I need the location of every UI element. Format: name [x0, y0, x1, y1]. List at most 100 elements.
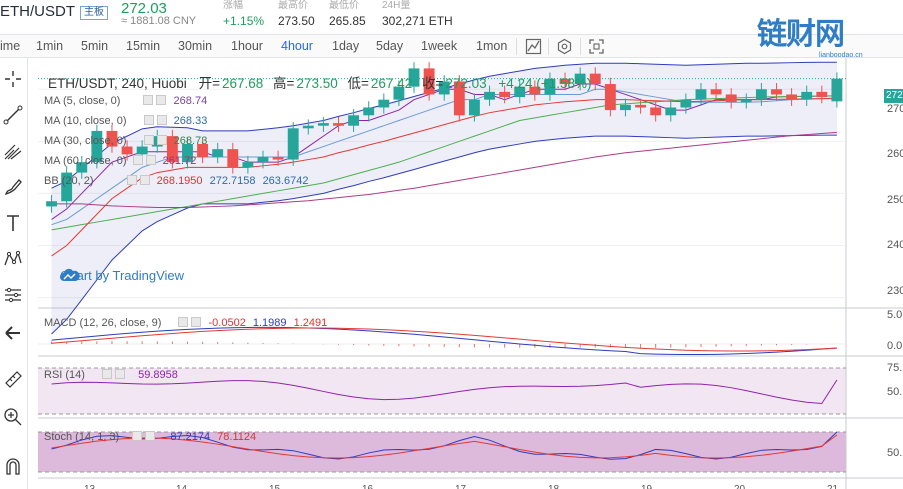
time-axis-label: 20	[734, 484, 745, 489]
legend-toggle-icon[interactable]	[143, 95, 154, 105]
chart-canvas[interactable]	[38, 58, 903, 489]
legend-ma5[interactable]: MA (5, close, 0) 268.74	[44, 95, 208, 107]
change-value: +4.24 (+1.58%)	[498, 76, 592, 91]
bollinger-band-fill	[51, 62, 837, 335]
bollinger-lower-line	[51, 134, 837, 335]
price-header: ETH/USDT 主板 272.03 ≈ 1881.08 CNY 涨幅 +1.1…	[0, 0, 903, 34]
legend-close-icon[interactable]	[145, 431, 156, 441]
timeframe-30min[interactable]: 30min	[178, 39, 213, 53]
timeframe-4hour[interactable]: 4hour	[281, 39, 313, 53]
settings-icon[interactable]	[556, 38, 573, 55]
pattern-icon[interactable]	[2, 248, 24, 270]
legend-toggle-icon[interactable]	[143, 115, 154, 125]
legend-bb[interactable]: BB (20, 2) 268.1950 272.7158 263.6742	[44, 175, 309, 187]
macd-axis-label: 5.0	[887, 309, 903, 321]
candle-body	[423, 68, 435, 95]
legend-close-icon[interactable]	[191, 317, 202, 327]
legend-ma60[interactable]: MA (60, close, 0) 261.72	[44, 155, 197, 167]
text-icon[interactable]	[2, 212, 24, 234]
magnet-icon[interactable]	[2, 454, 24, 476]
candle-body	[378, 99, 390, 108]
low-stat: 最低价 265.85	[329, 0, 366, 28]
board-badge: 主板	[80, 6, 108, 20]
candle-body	[287, 128, 299, 160]
candle-body	[302, 125, 314, 129]
timeframe-1day[interactable]: 1day	[332, 39, 360, 53]
trendline-icon[interactable]	[2, 104, 24, 126]
candle-body	[91, 130, 103, 163]
timeframe-time[interactable]: ime	[0, 39, 21, 53]
candle-body	[121, 146, 133, 155]
legend-toggle-icon[interactable]	[178, 317, 189, 327]
legend-close-icon[interactable]	[115, 369, 126, 379]
rsi-line	[51, 379, 838, 405]
candle-body	[136, 146, 148, 155]
timeframe-15min[interactable]: 15min	[126, 39, 161, 53]
candle-body	[589, 73, 601, 85]
brush-icon[interactable]	[2, 176, 24, 198]
legend-rsi[interactable]: RSI (14) 59.8958	[44, 369, 178, 381]
timeframe-1min[interactable]: 1min	[36, 39, 64, 53]
candle-body	[725, 94, 737, 103]
series-line-4	[51, 98, 837, 257]
price-chart[interactable]: ETH/USDT, 240, Huobi 开= 267.68 高= 273.50 低…	[38, 58, 903, 489]
candle-body	[620, 104, 631, 111]
legend-close-icon[interactable]	[145, 155, 156, 165]
timeframe-1week[interactable]: 1week	[421, 39, 458, 53]
zoom-in-icon[interactable]	[2, 406, 24, 428]
legend-stoch[interactable]: Stoch (14, 1, 3) 87.2174 78.1124	[44, 431, 257, 443]
candle-body	[786, 94, 798, 100]
time-axis-label: 13	[84, 484, 95, 489]
candle-body	[393, 86, 405, 100]
price-axis-label: 240	[887, 239, 903, 251]
legend-ma30[interactable]: MA (30, close, 0) 268.73	[44, 135, 208, 147]
price-axis-label: 270	[887, 103, 903, 115]
timeframe-1mon[interactable]: 1mon	[476, 39, 508, 53]
price-axis-label: 250	[887, 194, 903, 206]
time-axis-label: 17	[455, 484, 466, 489]
candle-body	[544, 78, 556, 95]
legend-toggle-icon[interactable]	[143, 135, 154, 145]
measure-tool-icon[interactable]	[2, 284, 24, 306]
close-value: 272.03	[445, 76, 487, 91]
candle-body	[484, 91, 495, 100]
timeframe-1hour[interactable]: 1hour	[231, 39, 263, 53]
high-value: 273.50	[296, 76, 338, 91]
candle-body	[574, 73, 586, 85]
legend-toggle-icon[interactable]	[132, 431, 143, 441]
back-arrow-icon[interactable]	[2, 322, 24, 344]
legend-close-icon[interactable]	[156, 135, 167, 145]
pitchfork-icon[interactable]	[2, 140, 24, 162]
legend-ma10[interactable]: MA (10, close, 0) 268.33	[44, 115, 208, 127]
candle-body	[182, 143, 193, 163]
legend-close-icon[interactable]	[156, 95, 167, 105]
cny-price: ≈ 1881.08 CNY	[121, 15, 197, 27]
candle-body	[212, 149, 224, 157]
legend-close-icon[interactable]	[139, 175, 150, 185]
candle-body	[197, 143, 209, 157]
timeframe-5min[interactable]: 5min	[81, 39, 109, 53]
legend-macd[interactable]: MACD (12, 26, close, 9) -0.0502 1.1989 1…	[44, 317, 328, 329]
toolbar-divider	[516, 38, 517, 55]
price-axis-label: 230	[887, 285, 903, 297]
legend-toggle-icon[interactable]	[102, 369, 113, 379]
fullscreen-icon[interactable]	[588, 38, 605, 55]
candle-body	[710, 89, 722, 95]
tradingview-watermark[interactable]: Chart by TradingView	[60, 268, 185, 283]
ruler-icon[interactable]	[2, 368, 24, 390]
legend-toggle-icon[interactable]	[132, 155, 143, 165]
last-price-tag: 272	[884, 89, 903, 103]
macd-axis-label: 0.0	[887, 340, 903, 352]
candle-body	[559, 78, 571, 85]
legend-toggle-icon[interactable]	[126, 175, 137, 185]
rsi-axis-label: 50.	[887, 386, 903, 398]
low-value: 267.42	[370, 76, 413, 91]
candle-body	[348, 115, 360, 126]
candle-body	[801, 91, 813, 100]
crosshair-icon[interactable]	[2, 68, 24, 90]
time-axis-label: 16	[362, 484, 373, 489]
legend-close-icon[interactable]	[156, 115, 167, 125]
candle-body	[831, 78, 843, 102]
indicator-icon[interactable]	[525, 38, 542, 55]
timeframe-5day[interactable]: 5day	[376, 39, 404, 53]
